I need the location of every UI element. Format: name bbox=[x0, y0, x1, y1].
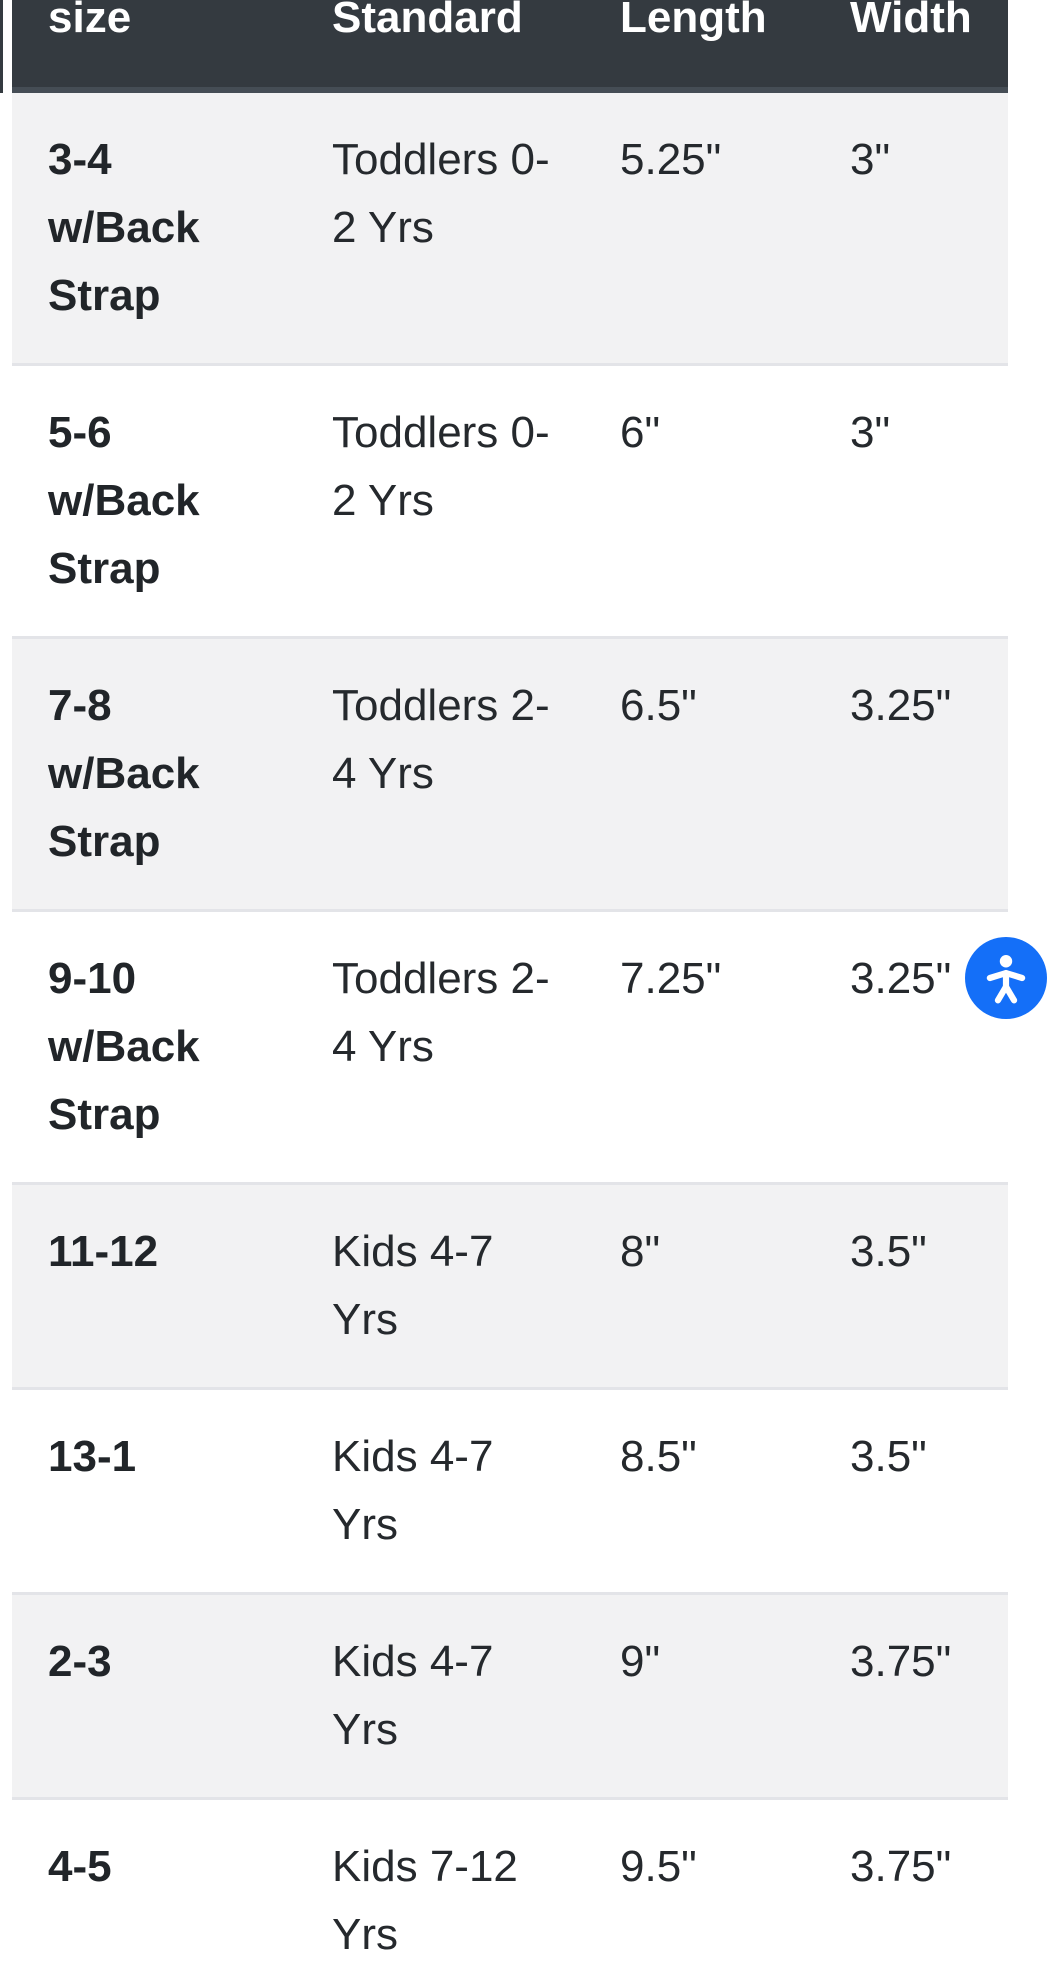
table-row: 5-6 w/Back Strap Toddlers 0-2 Yrs 6" 3" bbox=[12, 364, 1008, 639]
column-header-standard: Standard bbox=[296, 0, 584, 93]
cell-standard: Toddlers 2-4 Yrs bbox=[296, 637, 584, 912]
cell-length: 7.25" bbox=[584, 910, 814, 1185]
cell-size: 4-5 bbox=[12, 1798, 296, 1966]
cell-standard: Toddlers 2-4 Yrs bbox=[296, 910, 584, 1185]
cell-size: 3-4 w/Back Strap bbox=[12, 90, 296, 366]
cell-length: 8" bbox=[584, 1183, 814, 1390]
cell-standard: Toddlers 0-2 Yrs bbox=[296, 90, 584, 366]
accessibility-person-icon bbox=[975, 947, 1037, 1009]
cell-size: 5-6 w/Back Strap bbox=[12, 364, 296, 639]
cell-length: 6.5" bbox=[584, 637, 814, 912]
column-header-width: Width bbox=[814, 0, 1008, 93]
cell-width: 3.75" bbox=[814, 1593, 1008, 1800]
table-row: 2-3 Kids 4-7 Yrs 9" 3.75" bbox=[12, 1593, 1008, 1800]
cell-size: 2-3 bbox=[12, 1593, 296, 1800]
cell-size: 13-1 bbox=[12, 1388, 296, 1595]
cell-width: 3.5" bbox=[814, 1183, 1008, 1390]
cell-length: 6" bbox=[584, 364, 814, 639]
cell-size: 7-8 w/Back Strap bbox=[12, 637, 296, 912]
table-row: 7-8 w/Back Strap Toddlers 2-4 Yrs 6.5" 3… bbox=[12, 637, 1008, 912]
cell-length: 5.25" bbox=[584, 90, 814, 366]
table-row: 11-12 Kids 4-7 Yrs 8" 3.5" bbox=[12, 1183, 1008, 1390]
cell-width: 3.75" bbox=[814, 1798, 1008, 1966]
cell-standard: Kids 4-7 Yrs bbox=[296, 1593, 584, 1800]
table-row: 9-10 w/Back Strap Toddlers 2-4 Yrs 7.25"… bbox=[12, 910, 1008, 1185]
cell-standard: Kids 4-7 Yrs bbox=[296, 1183, 584, 1390]
cell-length: 8.5" bbox=[584, 1388, 814, 1595]
column-header-size: size bbox=[12, 0, 296, 93]
cell-width: 3" bbox=[814, 364, 1008, 639]
cell-width: 3.5" bbox=[814, 1388, 1008, 1595]
cell-size: 9-10 w/Back Strap bbox=[12, 910, 296, 1185]
cell-standard: Kids 4-7 Yrs bbox=[296, 1388, 584, 1595]
cropped-table-edge bbox=[0, 0, 3, 93]
cell-width: 3" bbox=[814, 90, 1008, 366]
size-chart-header-row: size Standard Length Width bbox=[12, 0, 1008, 93]
cell-width: 3.25" bbox=[814, 637, 1008, 912]
size-chart-table: size Standard Length Width 3-4 w/Back St… bbox=[12, 0, 1008, 1966]
cell-standard: Toddlers 0-2 Yrs bbox=[296, 364, 584, 639]
table-row: 13-1 Kids 4-7 Yrs 8.5" 3.5" bbox=[12, 1388, 1008, 1595]
cell-length: 9.5" bbox=[584, 1798, 814, 1966]
cell-size: 11-12 bbox=[12, 1183, 296, 1390]
accessibility-widget-button[interactable] bbox=[965, 937, 1047, 1019]
column-header-length: Length bbox=[584, 0, 814, 93]
cell-standard: Kids 7-12 Yrs bbox=[296, 1798, 584, 1966]
table-row: 4-5 Kids 7-12 Yrs 9.5" 3.75" bbox=[12, 1798, 1008, 1966]
cell-length: 9" bbox=[584, 1593, 814, 1800]
table-row: 3-4 w/Back Strap Toddlers 0-2 Yrs 5.25" … bbox=[12, 90, 1008, 366]
